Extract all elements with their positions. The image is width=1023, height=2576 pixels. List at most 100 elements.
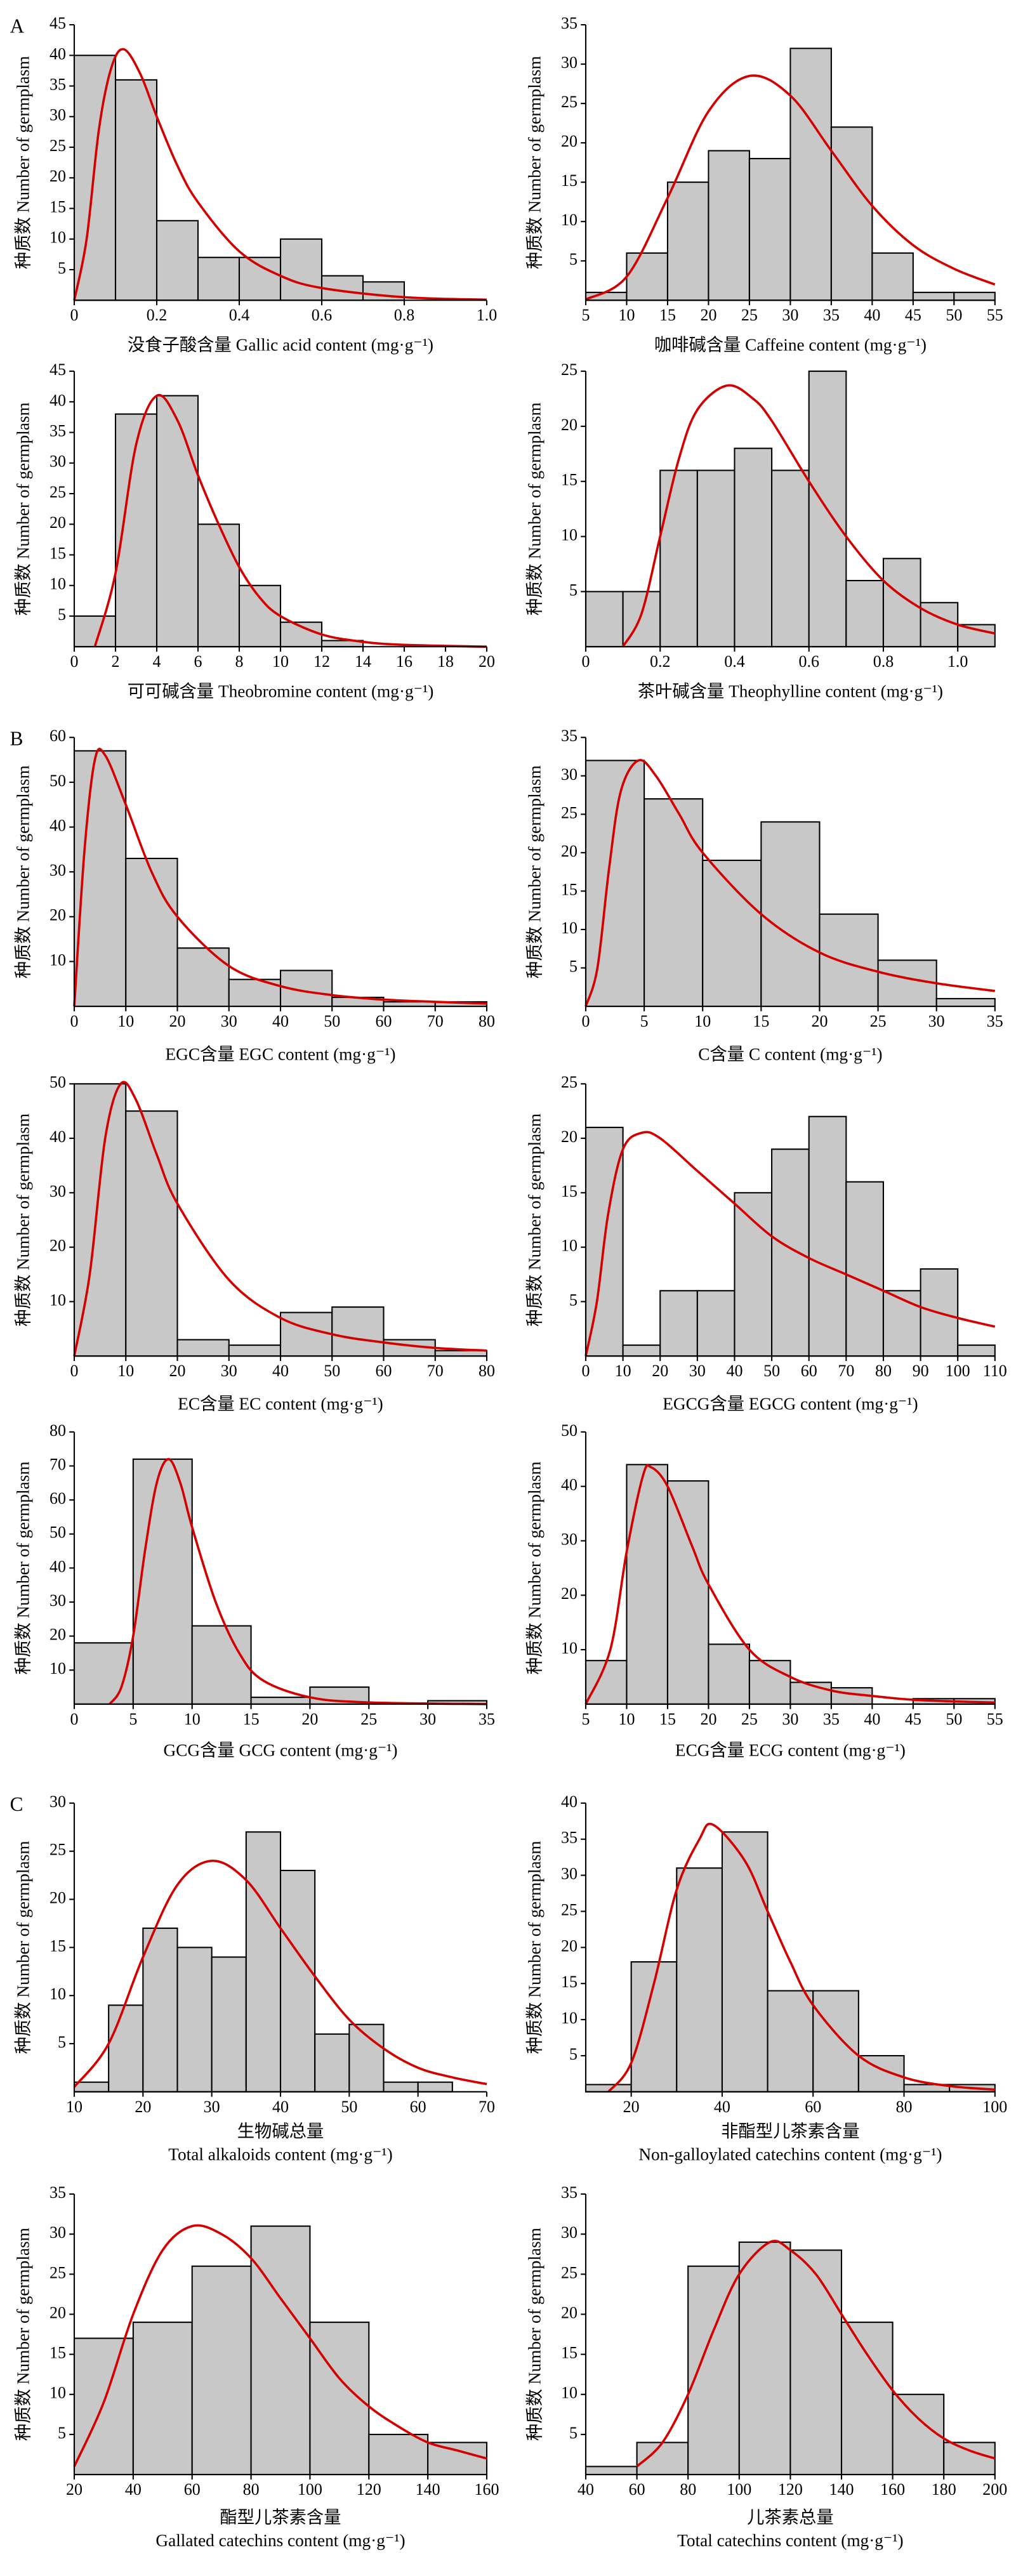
x-tick-label: 0 [70, 1710, 78, 1728]
bar [789, 2249, 843, 2476]
fit-curve [73, 747, 487, 1007]
y-tick-label: 35 [561, 726, 578, 745]
y-tick-label: 25 [561, 93, 578, 111]
bar [427, 2441, 488, 2476]
y-tick-label: 10 [561, 211, 578, 229]
bar [73, 2337, 134, 2476]
fit-curve [584, 759, 996, 1007]
x-tick-label: 30 [204, 2098, 220, 2116]
bar [368, 2433, 429, 2476]
x-tick-label: 20 [301, 1710, 318, 1728]
y-tick-label: 50 [561, 1421, 578, 1440]
x-tick-label: 50 [763, 1362, 780, 1380]
bar [238, 256, 282, 301]
y-tick-label: 10 [50, 575, 66, 593]
y-axis-label: 种质数 Number of germplasm [13, 765, 32, 978]
y-tick-label: 40 [50, 1557, 66, 1575]
y-tick-label: 35 [561, 14, 578, 32]
bar [771, 470, 810, 648]
y-tick-label: 40 [50, 391, 66, 409]
x-tick-label: 5 [129, 1710, 137, 1728]
y-tick-label: 10 [50, 950, 66, 969]
x-axis-label: EGC含量 EGC content (mg·g⁻¹) [165, 1044, 395, 1063]
bar [819, 913, 879, 1008]
x-tick-label: 140 [829, 2480, 854, 2499]
x-tick-label: 80 [243, 2480, 260, 2499]
bar [114, 79, 158, 301]
bar [734, 447, 773, 648]
y-tick-label: 15 [561, 1182, 578, 1200]
bar [279, 1869, 316, 2093]
y-axis-label: 种质数 Number of germplasm [13, 1841, 32, 2054]
x-tick-label: 160 [880, 2480, 905, 2499]
y-tick-label: 20 [50, 906, 66, 924]
y-tick-label: 25 [50, 136, 66, 155]
y-axis-label: 种质数 Number of germplasm [13, 1461, 32, 1674]
x-tick-label: 70 [838, 1362, 854, 1380]
x-tick-label: 80 [680, 2480, 696, 2499]
y-axis-label: 种质数 Number of germplasm [525, 56, 544, 269]
x-tick-label: 40 [714, 2098, 730, 2116]
bar [943, 2441, 996, 2476]
x-tick-label: 8 [235, 652, 244, 671]
y-tick-label: 40 [561, 1792, 578, 1811]
bar [250, 1697, 311, 1705]
y-tick-label: 15 [561, 2344, 578, 2362]
x-tick-label: 20 [811, 1012, 828, 1030]
x-tick-label: 20 [652, 1362, 668, 1380]
x-tick-label: 120 [357, 2480, 381, 2499]
bar [626, 252, 668, 301]
x-tick-label: 0.2 [147, 306, 167, 324]
bar [250, 2225, 311, 2476]
panel-label: B [10, 728, 23, 750]
x-tick-label: 55 [987, 306, 1003, 324]
bar [197, 256, 241, 301]
y-axis-label: 种质数 Number of germplasm [525, 765, 544, 978]
bar [125, 857, 178, 1008]
bar [434, 1350, 488, 1357]
x-axis-label: ECG含量 ECG content (mg·g⁻¹) [675, 1741, 906, 1760]
x-tick-label: 0 [70, 1012, 78, 1030]
y-tick-label: 35 [50, 2183, 66, 2202]
x-tick-label: 6 [194, 652, 202, 671]
bar [738, 2241, 791, 2476]
y-tick-label: 5 [58, 605, 66, 624]
x-tick-label: 180 [932, 2480, 956, 2499]
x-tick-label: 100 [982, 2098, 1007, 2116]
bar [73, 55, 117, 301]
bar [176, 1339, 230, 1357]
y-tick-label: 25 [561, 2263, 578, 2282]
x-tick-label: 80 [478, 1012, 495, 1030]
x-tick-label: 2 [112, 652, 120, 671]
y-tick-label: 50 [50, 1073, 66, 1091]
bar [176, 947, 230, 1008]
bar [702, 859, 762, 1008]
y-tick-label: 40 [50, 44, 66, 63]
y-tick-label: 30 [50, 1792, 66, 1811]
y-tick-label: 60 [50, 726, 66, 745]
x-tick-label: 0.4 [724, 652, 745, 671]
y-tick-label: 10 [561, 2384, 578, 2402]
x-tick-label: 40 [864, 306, 880, 324]
x-tick-label: 10 [117, 1362, 134, 1380]
x-tick-label: 10 [615, 1362, 631, 1380]
bar [191, 1625, 252, 1705]
x-axis-label: Gallated catechins content (mg·g⁻¹) [155, 2531, 405, 2550]
x-axis-label: GCG含量 GCG content (mg·g⁻¹) [163, 1741, 397, 1760]
x-tick-label: 0 [581, 652, 590, 671]
x-axis-label: 非酯型儿茶素含量 [721, 2122, 859, 2141]
y-tick-label: 10 [50, 1659, 66, 1678]
bar [155, 220, 199, 301]
x-axis-label: Total alkaloids content (mg·g⁻¹) [168, 2145, 392, 2164]
x-tick-label: 55 [987, 1710, 1003, 1728]
x-tick-label: 160 [475, 2480, 499, 2499]
x-tick-label: 35 [478, 1710, 495, 1728]
x-tick-label: 30 [782, 306, 798, 324]
y-tick-label: 10 [50, 1985, 66, 2003]
x-tick-label: 30 [782, 1710, 798, 1728]
x-tick-label: 20 [623, 2098, 640, 2116]
x-tick-label: 15 [243, 1710, 260, 1728]
x-tick-label: 5 [581, 1710, 590, 1728]
x-tick-label: 100 [946, 1362, 970, 1380]
fit-curve [93, 393, 487, 648]
